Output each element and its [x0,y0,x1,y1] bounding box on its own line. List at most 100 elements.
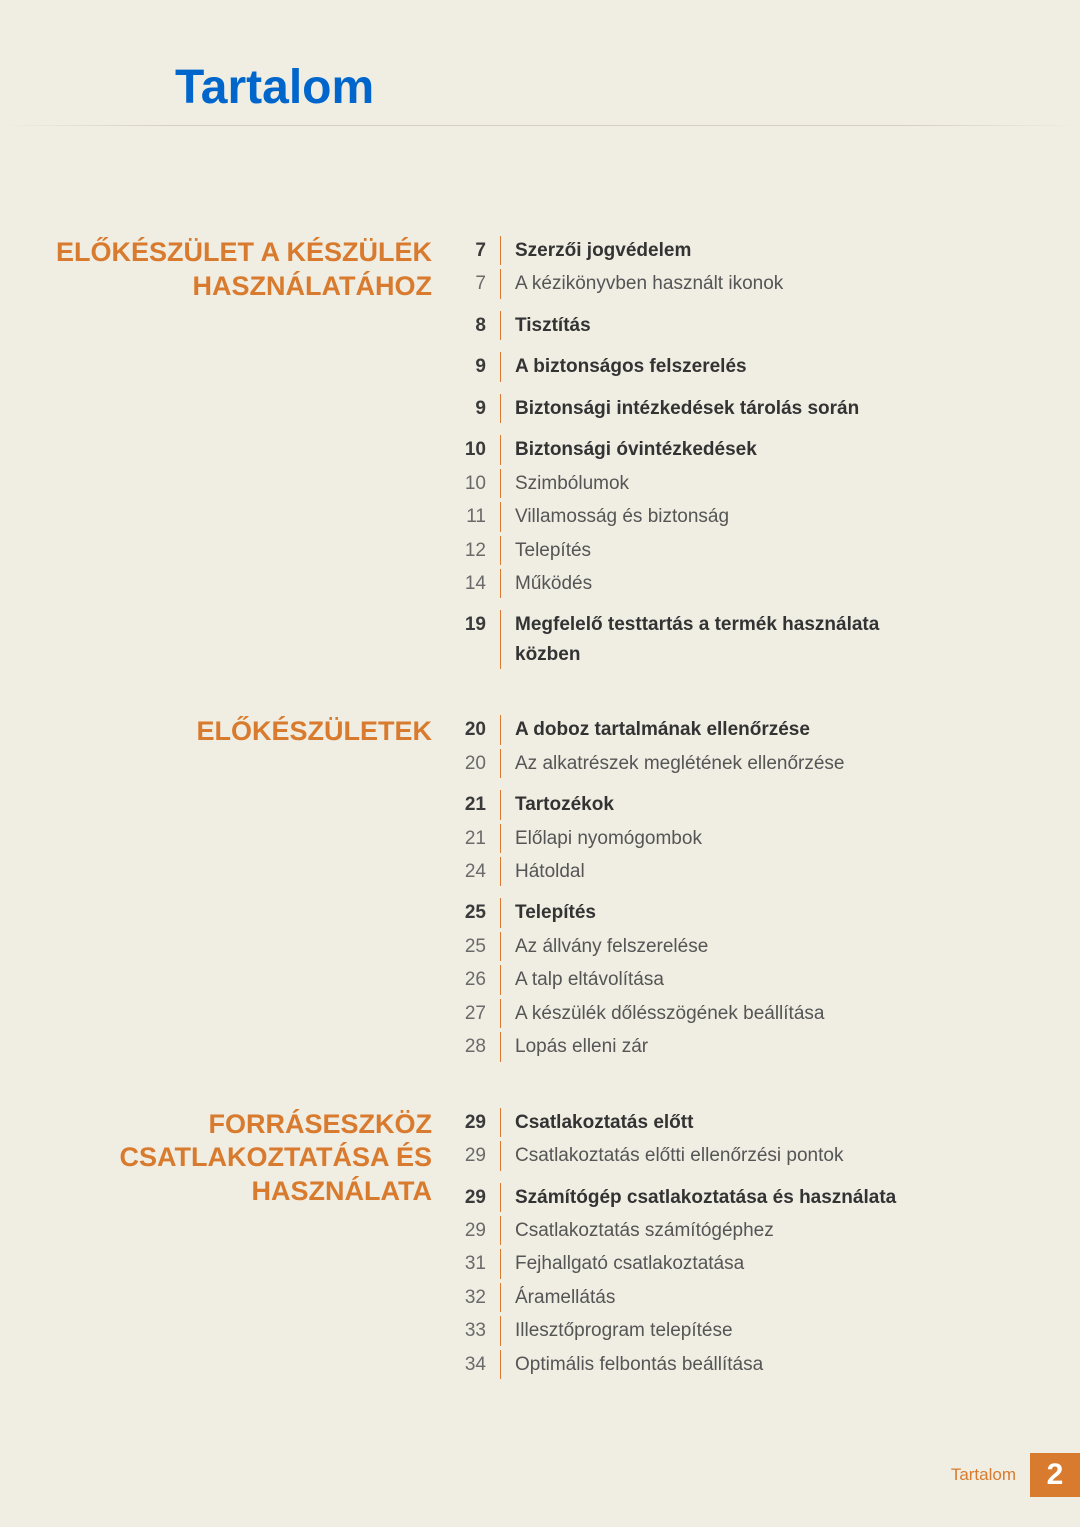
toc-page-number: 26 [460,965,500,994]
toc-page-number: 33 [460,1316,500,1345]
toc-entry[interactable]: 25 Telepítés [460,898,960,927]
toc-entry[interactable]: 26A talp eltávolítása [460,965,960,994]
toc-entry-text: Biztonsági intézkedések tárolás során [515,394,960,423]
toc-entry-text: Az alkatrészek meglétének ellenőrzése [515,749,960,778]
toc-divider [500,1183,501,1212]
toc-entry[interactable]: 9Biztonsági intézkedések tárolás során [460,394,960,423]
toc-entry[interactable]: 29Csatlakoztatás számítógéphez [460,1216,960,1245]
toc-page-number: 19 [460,610,500,639]
section-heading: ELŐKÉSZÜLET A KÉSZÜLÉK HASZNÁLATÁHOZ [0,236,460,673]
toc-entry[interactable]: 29Csatlakoztatás előtti ellenőrzési pont… [460,1141,960,1170]
toc-page-number: 29 [460,1108,500,1137]
toc-divider [500,1108,501,1137]
toc-divider [500,536,501,565]
toc-entry[interactable]: 11Villamosság és biztonság [460,502,960,531]
toc-entry-text: Villamosság és biztonság [515,502,960,531]
section-heading: FORRÁSESZKÖZ CSATLAKOZTATÁSA ÉS HASZNÁLA… [0,1108,460,1384]
toc-entry-text: Előlapi nyomógombok [515,824,960,853]
toc-divider [500,932,501,961]
toc-entry-text: Működés [515,569,960,598]
toc-entry[interactable]: 21Tartozékok [460,790,960,819]
toc-page-number: 21 [460,824,500,853]
toc-page-number: 9 [460,352,500,381]
toc-divider [500,965,501,994]
toc-divider [500,1283,501,1312]
toc-entry-text: A készülék dőlésszögének beállítása [515,999,960,1028]
page-title: Tartalom [0,0,1080,125]
toc-divider [500,715,501,744]
toc-entry-text: Az állvány felszerelése [515,932,960,961]
toc-divider [500,352,501,381]
toc-section: FORRÁSESZKÖZ CSATLAKOZTATÁSA ÉS HASZNÁLA… [0,1108,960,1384]
toc-page-number: 31 [460,1249,500,1278]
toc-divider [500,857,501,886]
toc-divider [500,610,501,669]
toc-entry[interactable]: 10 Biztonsági óvintézkedések [460,435,960,464]
toc-entry[interactable]: 28Lopás elleni zár [460,1032,960,1061]
toc-entry-text: Hátoldal [515,857,960,886]
toc-page-number: 25 [460,898,500,927]
toc-entry[interactable]: 33 Illesztőprogram telepítése [460,1316,960,1345]
toc-divider [500,1350,501,1379]
toc-entry[interactable]: 7Szerzői jogvédelem [460,236,960,265]
toc-page-number: 25 [460,932,500,961]
toc-entry-text: Megfelelő testtartás a termék használata… [515,610,960,669]
toc-entry-text: Telepítés [515,536,960,565]
toc-page-number: 20 [460,715,500,744]
toc-page-number: 14 [460,569,500,598]
toc-entry[interactable]: 10Szimbólumok [460,469,960,498]
toc-divider [500,1216,501,1245]
toc-page-number: 7 [460,236,500,265]
section-entries: 29 Csatlakoztatás előtt 29Csatlakoztatás e… [460,1108,960,1384]
toc-entry[interactable]: 20 Az alkatrészek meglétének ellenőrzése [460,749,960,778]
toc-entry[interactable]: 29 Számítógép csatlakoztatása és használa… [460,1183,960,1212]
toc-divider [500,1316,501,1345]
toc-entry-text: Illesztőprogram telepítése [515,1316,960,1345]
toc-divider [500,469,501,498]
toc-entry-text: Tisztítás [515,311,960,340]
toc-page-number: 10 [460,469,500,498]
toc-entry[interactable]: 14 Működés [460,569,960,598]
toc-entry[interactable]: 9 A biztonságos felszerelés [460,352,960,381]
toc-entry-text: Telepítés [515,898,960,927]
toc-entry-text: Tartozékok [515,790,960,819]
toc-divider [500,569,501,598]
toc-entry[interactable]: 31 Fejhallgató csatlakoztatása [460,1249,960,1278]
toc-entry[interactable]: 7A kézikönyvben használt ikonok [460,269,960,298]
toc-entry[interactable]: 24Hátoldal [460,857,960,886]
toc-entry[interactable]: 12Telepítés [460,536,960,565]
toc-divider [500,236,501,265]
toc-entry[interactable]: 32Áramellátás [460,1283,960,1312]
toc-entry-text: A kézikönyvben használt ikonok [515,269,960,298]
toc-entry-text: Lopás elleni zár [515,1032,960,1061]
toc-divider [500,824,501,853]
toc-page-number: 10 [460,435,500,464]
toc-entry[interactable]: 25 Az állvány felszerelése [460,932,960,961]
toc-page-number: 32 [460,1283,500,1312]
toc-entry-text: A doboz tartalmának ellenőrzése [515,715,960,744]
toc-entry-text: A biztonságos felszerelés [515,352,960,381]
toc-entry-text: Csatlakoztatás előtt [515,1108,960,1137]
toc-divider [500,790,501,819]
toc-page-number: 29 [460,1183,500,1212]
toc-entry[interactable]: 8 Tisztítás [460,311,960,340]
toc-entry[interactable]: 21 Előlapi nyomógombok [460,824,960,853]
toc-divider [500,394,501,423]
toc-sections: ELŐKÉSZÜLET A KÉSZÜLÉK HASZNÁLATÁHOZ7Sze… [0,236,1080,1383]
toc-entry[interactable]: 27 A készülék dőlésszögének beállítása [460,999,960,1028]
toc-divider [500,1141,501,1170]
toc-page-number: 8 [460,311,500,340]
toc-entry-text: Biztonsági óvintézkedések [515,435,960,464]
toc-entry[interactable]: 19 Megfelelő testtartás a termék használa… [460,610,960,669]
toc-entry[interactable]: 20 A doboz tartalmának ellenőrzése [460,715,960,744]
toc-page-number: 27 [460,999,500,1028]
toc-entry-text: Számítógép csatlakoztatása és használata [515,1183,960,1212]
toc-divider [500,1032,501,1061]
toc-entry-text: Fejhallgató csatlakoztatása [515,1249,960,1278]
toc-entry[interactable]: 34 Optimális felbontás beállítása [460,1350,960,1379]
toc-page-number: 34 [460,1350,500,1379]
toc-entry-text: Optimális felbontás beállítása [515,1350,960,1379]
footer: Tartalom 2 [951,1453,1080,1497]
toc-page-number: 20 [460,749,500,778]
toc-entry[interactable]: 29 Csatlakoztatás előtt [460,1108,960,1137]
